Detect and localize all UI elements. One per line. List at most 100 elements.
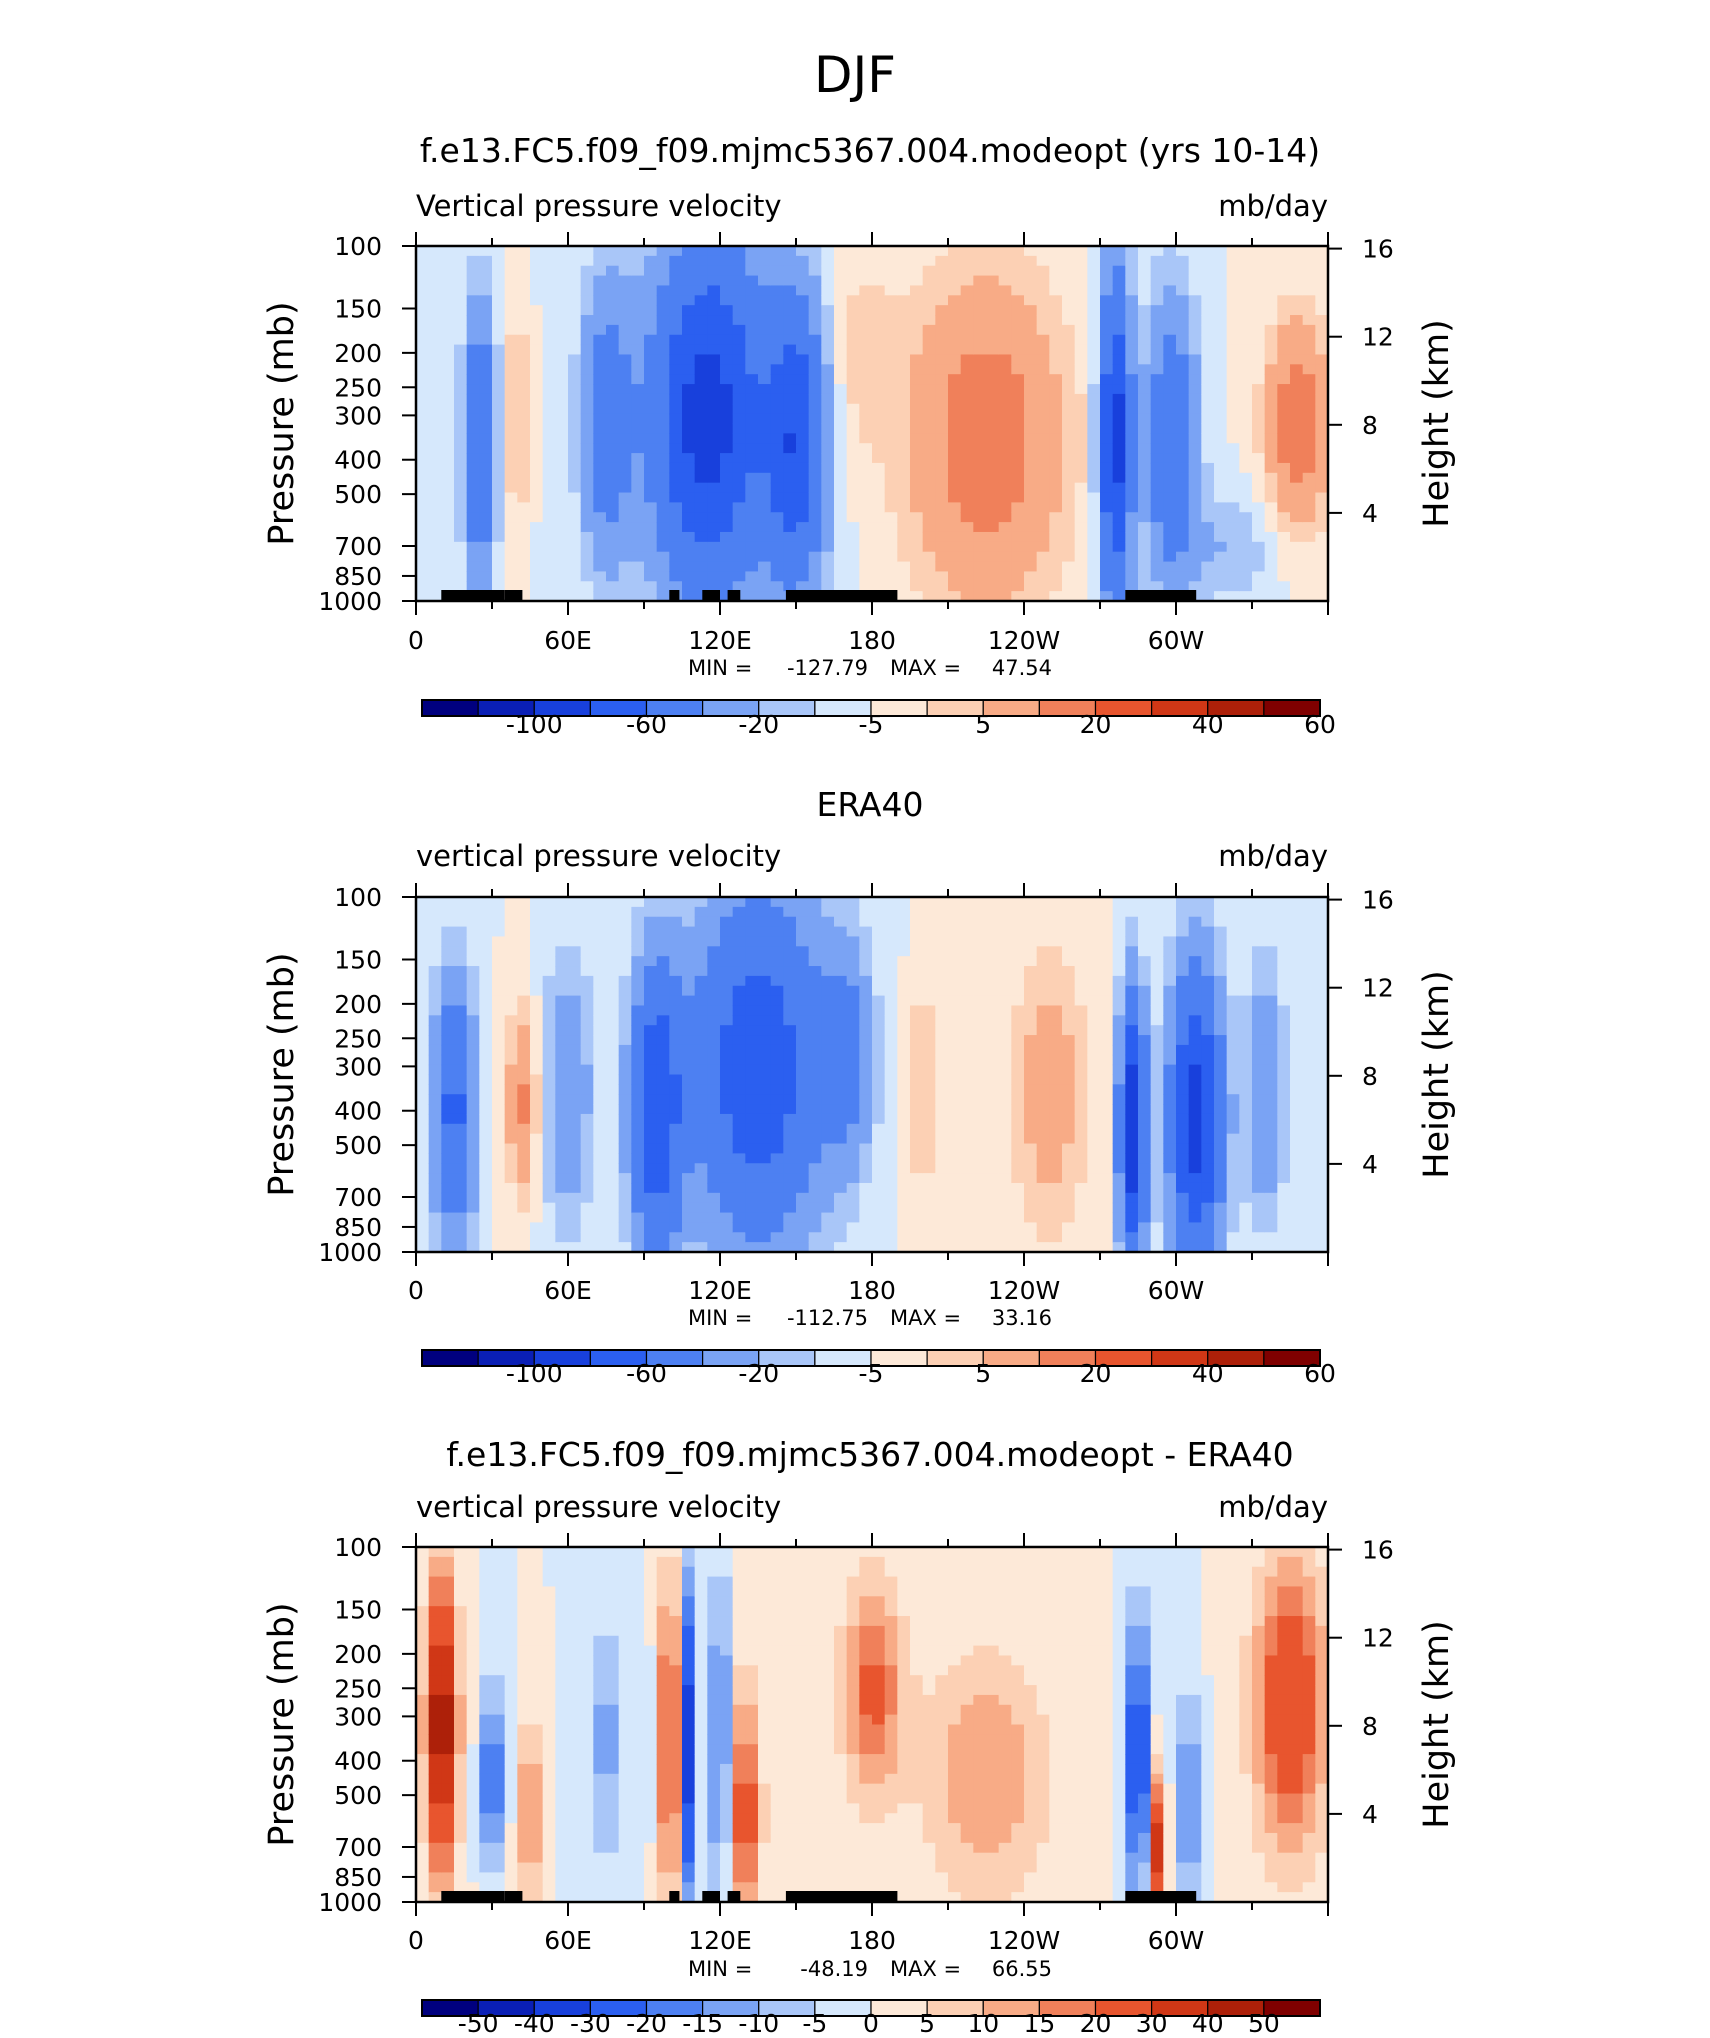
- heatmap-cell: [935, 246, 949, 257]
- heatmap-cell: [1049, 1212, 1063, 1224]
- heatmap-cell: [910, 1222, 924, 1233]
- heatmap-cell: [580, 1015, 594, 1026]
- heatmap-cell: [973, 571, 987, 582]
- heatmap-cell: [948, 285, 962, 296]
- heatmap-cell: [555, 1054, 569, 1066]
- heatmap-cell: [694, 1015, 708, 1026]
- heatmap-cell: [960, 502, 974, 513]
- heatmap-cell: [542, 1232, 556, 1243]
- heatmap-cell: [1049, 522, 1063, 533]
- heatmap-cell: [1125, 354, 1139, 365]
- heatmap-cell: [821, 1015, 835, 1026]
- heatmap-cell: [834, 1153, 848, 1164]
- heatmap-cell: [707, 403, 721, 415]
- heatmap-cell: [922, 1212, 936, 1224]
- heatmap-cell: [1125, 1123, 1139, 1135]
- heatmap-cell: [872, 295, 886, 306]
- heatmap-cell: [922, 423, 936, 434]
- heatmap-cell: [720, 1025, 734, 1036]
- heatmap-cell: [644, 1242, 658, 1253]
- heatmap-cell: [808, 926, 822, 938]
- heatmap-cell: [466, 1202, 480, 1214]
- heatmap-cell: [1087, 324, 1101, 336]
- heatmap-cell: [732, 906, 746, 918]
- heatmap-cell: [1100, 403, 1114, 415]
- heatmap-cell: [935, 413, 949, 425]
- heatmap-cell: [504, 1163, 518, 1174]
- heatmap-cell: [542, 985, 556, 997]
- heatmap-cell: [1138, 966, 1152, 977]
- heatmap-cell: [884, 482, 898, 494]
- heatmap-cell: [606, 1153, 620, 1164]
- heatmap-cell: [682, 551, 696, 563]
- heatmap-cell: [454, 1044, 468, 1056]
- heatmap-cell: [555, 561, 569, 573]
- heatmap-cell: [1163, 265, 1177, 277]
- heatmap-cell: [859, 1005, 873, 1016]
- heatmap-cell: [1188, 897, 1202, 908]
- heatmap-cell: [960, 374, 974, 385]
- heatmap-cell: [682, 541, 696, 553]
- heatmap-cell: [935, 1153, 949, 1164]
- heatmap-cell: [1024, 1222, 1038, 1233]
- heatmap-cell: [707, 1035, 721, 1046]
- heatmap-cell: [758, 1054, 772, 1066]
- heatmap-cell: [846, 295, 860, 306]
- heatmap-cell: [770, 364, 784, 375]
- heatmap-cell: [948, 897, 962, 908]
- heatmap-cell: [631, 985, 645, 997]
- heatmap-cell: [1062, 413, 1076, 425]
- heatmap-cell: [656, 541, 670, 553]
- heatmap-cell: [720, 472, 734, 484]
- heatmap-cell: [1138, 384, 1152, 395]
- heatmap-cell: [682, 1015, 696, 1026]
- heatmap-cell: [808, 453, 822, 464]
- heatmap-cell: [745, 423, 759, 434]
- heatmap-cell: [517, 423, 531, 434]
- y-tick-label: 850: [334, 562, 382, 591]
- heatmap-cell: [517, 315, 531, 326]
- heatmap-cell: [821, 897, 835, 908]
- heatmap-cell: [1201, 275, 1215, 287]
- heatmap-cell: [1074, 591, 1088, 602]
- heatmap-cell: [796, 364, 810, 375]
- heatmap-cell: [732, 472, 746, 484]
- heatmap-cell: [1024, 1123, 1038, 1135]
- heatmap-cell: [517, 1123, 531, 1135]
- heatmap-cell: [492, 541, 506, 553]
- heatmap-cell: [1112, 1232, 1126, 1243]
- heatmap-cell: [479, 246, 493, 257]
- heatmap-cell: [910, 956, 924, 967]
- heatmap-cell: [1163, 315, 1177, 326]
- heatmap-cell: [1125, 393, 1139, 405]
- heatmap-cell: [1036, 985, 1050, 997]
- heatmap-cell: [479, 906, 493, 918]
- heatmap-cell: [441, 1074, 455, 1085]
- heatmap-cell: [821, 285, 835, 296]
- heatmap-cell: [910, 374, 924, 385]
- heatmap-cell: [846, 1173, 860, 1184]
- heatmap-cell: [998, 423, 1012, 434]
- heatmap-cell: [884, 916, 898, 928]
- heatmap-cell: [720, 906, 734, 918]
- heatmap-cell: [884, 423, 898, 434]
- heatmap-cell: [504, 512, 518, 523]
- heatmap-cell: [1087, 472, 1101, 484]
- heatmap-cell: [1239, 591, 1253, 602]
- heatmap-cell: [960, 541, 974, 553]
- heatmap-cell: [1302, 403, 1316, 415]
- heatmap-cell: [922, 1192, 936, 1204]
- heatmap-cell: [821, 551, 835, 563]
- heatmap-cell: [1239, 324, 1253, 336]
- heatmap-cell: [1163, 956, 1177, 967]
- heatmap-cell: [428, 1182, 442, 1194]
- heatmap-cell: [707, 1084, 721, 1095]
- heatmap-cell: [479, 551, 493, 563]
- heatmap-cell: [694, 472, 708, 484]
- heatmap-cell: [618, 1094, 632, 1105]
- heatmap-cell: [542, 916, 556, 928]
- heatmap-cell: [986, 472, 1000, 484]
- heatmap-cell: [618, 906, 632, 918]
- heatmap-cell: [935, 1015, 949, 1026]
